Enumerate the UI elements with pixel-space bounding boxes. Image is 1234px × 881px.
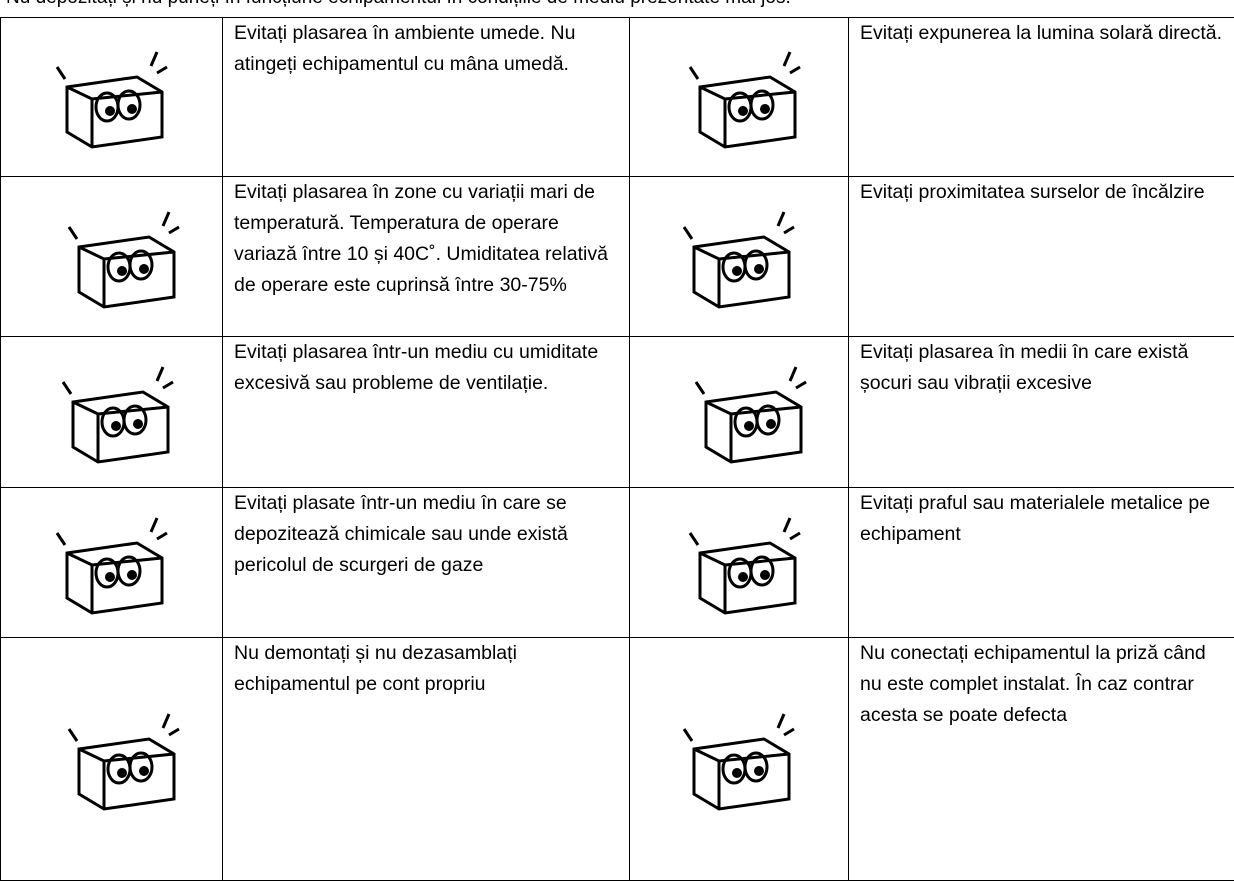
illustration bbox=[55, 516, 168, 615]
illustration bbox=[682, 713, 795, 811]
illustration bbox=[682, 210, 795, 309]
text-cell: Evitați plasate într-un mediu în care se… bbox=[222, 487, 630, 638]
image-cell bbox=[0, 487, 223, 638]
text-cell: Evitați plasarea în medii în care există… bbox=[848, 336, 1234, 488]
text-cell: Evitați praful sau materialele metalice … bbox=[848, 487, 1234, 638]
text-cell: Evitați expunerea la lumina solară direc… bbox=[848, 17, 1234, 177]
text-cell: Evitați proximitatea surselor de încălzi… bbox=[848, 176, 1234, 337]
text-cell: Evitați plasarea în ambiente umede. Nu a… bbox=[222, 17, 630, 177]
illustration bbox=[688, 516, 801, 615]
intro-text: Nu depozitați și nu puneți în funcțiune … bbox=[6, 0, 791, 10]
image-cell bbox=[629, 487, 849, 638]
image-cell bbox=[0, 17, 223, 177]
illustration bbox=[67, 210, 180, 309]
illustration bbox=[67, 713, 180, 811]
image-cell bbox=[0, 176, 223, 337]
table-row: Nu demontați și nu dezasamblați echipame… bbox=[0, 637, 1234, 881]
image-cell bbox=[629, 176, 849, 337]
text-cell: Nu demontați și nu dezasamblați echipame… bbox=[222, 637, 630, 881]
illustration bbox=[688, 51, 801, 149]
table-row: Evitați plasarea într-un mediu cu umidit… bbox=[0, 336, 1234, 488]
table-row: Evitați plasarea în zone cu variații mar… bbox=[0, 176, 1234, 337]
illustration bbox=[694, 366, 807, 464]
illustration bbox=[55, 51, 168, 149]
precautions-table: Evitați plasarea în ambiente umede. Nu a… bbox=[0, 17, 1234, 881]
text-cell: Evitați plasarea într-un mediu cu umidit… bbox=[222, 336, 630, 488]
text-cell: Evitați plasarea în zone cu variații mar… bbox=[222, 176, 630, 337]
image-cell bbox=[629, 336, 849, 488]
image-cell bbox=[0, 637, 223, 881]
image-cell bbox=[629, 637, 849, 881]
image-cell bbox=[0, 336, 223, 488]
table-row: Evitați plasarea în ambiente umede. Nu a… bbox=[0, 17, 1234, 177]
text-cell: Nu conectați echipamentul la priză când … bbox=[848, 637, 1234, 881]
illustration bbox=[61, 366, 174, 464]
image-cell bbox=[629, 17, 849, 177]
table-row: Evitați plasate într-un mediu în care se… bbox=[0, 487, 1234, 638]
